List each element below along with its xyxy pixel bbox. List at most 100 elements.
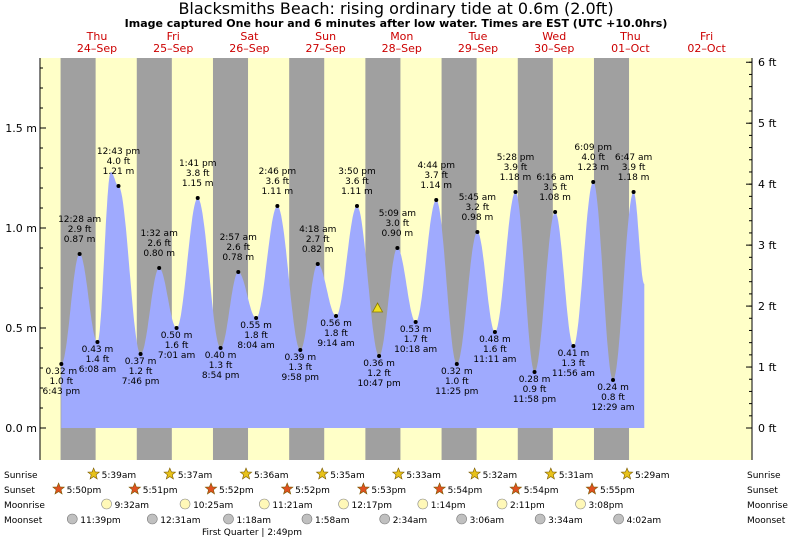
sunset-time: 5:53pm <box>371 486 406 496</box>
tide-label-line: 0.53 m <box>400 325 432 335</box>
tide-label-line: 0.8 ft <box>601 393 625 403</box>
moonset-time: 3:06am <box>470 516 505 526</box>
tide-label-line: 0.24 m <box>597 383 629 393</box>
tide-label-line: 1.23 m <box>577 163 609 173</box>
tide-point <box>254 316 259 320</box>
tide-point <box>532 370 537 374</box>
tide-label-line: 0.87 m <box>64 235 96 245</box>
moonset-circle-icon <box>379 513 391 525</box>
day-date: 29–Sep <box>458 42 498 55</box>
sunrise-time: 5:29am <box>635 471 670 481</box>
left-tick-label: 1.5 m <box>5 122 37 135</box>
tide-label-line: 1:32 am <box>140 229 177 239</box>
tide-label-line: 12:28 am <box>58 215 101 225</box>
moonset-row-label-left: Moonset <box>4 516 43 526</box>
tide-label-line: 1.6 ft <box>483 345 507 355</box>
tide-label-line: 4:44 pm <box>417 161 455 171</box>
moonrise-circle-icon <box>101 498 112 510</box>
tide-point <box>492 330 497 334</box>
tide-point <box>95 340 100 344</box>
moonset-circle-icon <box>534 513 546 525</box>
tide-label-line: 1.8 ft <box>244 331 268 341</box>
day-weekday: Wed <box>542 30 566 43</box>
tide-label-line: 1.2 ft <box>129 367 153 377</box>
high-tide-label: 1:32 am2.6 ft0.80 m <box>140 229 177 259</box>
low-tide-label: 0.50 m1.6 ft7:01 am <box>158 331 195 361</box>
tide-point <box>591 180 596 184</box>
tide-label-line: 11:56 am <box>552 369 595 379</box>
moonset-circle-icon <box>301 513 313 525</box>
tide-label-line: 7:46 pm <box>122 377 160 387</box>
tide-label-line: 1.2 ft <box>367 369 391 379</box>
moonrise-circle-icon <box>179 498 191 510</box>
moonset-time: 1:58am <box>315 516 350 526</box>
tide-label-line: 3:50 pm <box>338 167 376 177</box>
moonset-circle-icon <box>613 513 624 525</box>
right-tick-label: 0 ft <box>758 422 777 435</box>
tide-label-line: 0.48 m <box>479 335 511 345</box>
tide-label-line: 2.9 ft <box>68 225 92 235</box>
moonset-time: 4:02am <box>627 516 662 526</box>
tide-point <box>475 230 480 234</box>
low-tide-label: 0.56 m1.8 ft9:14 am <box>317 319 354 349</box>
axes: 0.0 m 0.5 m 1.0 m 1.5 m 0 ft 1 ft 2 ft 3 ft 4 ft… <box>5 56 777 460</box>
tide-label-line: 9:14 am <box>317 339 354 349</box>
sunrise-time: 5:31am <box>559 471 594 481</box>
tide-label-line: 10:47 pm <box>357 379 400 389</box>
tide-label-line: 0.50 m <box>161 331 193 341</box>
sun-moon-events: 5:39am 5:37am 5:36am 5:35am 5:33am 5:32am 5:31… <box>52 467 670 526</box>
moonrise-time: 12:17pm <box>352 501 392 511</box>
tide-label-line: 5:28 pm <box>497 153 535 163</box>
moonset-circle-icon <box>456 513 467 525</box>
sunrise-row-label-left: Sunrise <box>4 471 38 481</box>
right-tick-label: 5 ft <box>758 117 777 130</box>
tide-label-line: 2.7 ft <box>306 235 330 245</box>
right-tick-label: 6 ft <box>758 56 777 69</box>
tide-label-line: 6:08 am <box>79 365 116 375</box>
day-weekday: Sun <box>315 30 336 43</box>
right-tick-label: 2 ft <box>758 300 777 313</box>
tide-point <box>116 184 121 188</box>
tide-label-line: 5:09 am <box>379 209 416 219</box>
tide-point <box>195 196 200 200</box>
tide-label-line: 0.82 m <box>302 245 334 255</box>
tide-label-line: 1.21 m <box>103 167 135 177</box>
tide-point <box>59 362 64 366</box>
tide-label-line: 1.3 ft <box>209 361 233 371</box>
day-labels: Thu24–SepFri25–SepSat26–SepSun27–SepMon2… <box>77 30 727 55</box>
tide-label-line: 0.37 m <box>125 357 157 367</box>
high-tide-label: 6:47 am3.9 ft1.18 m <box>615 153 652 183</box>
high-tide-label: 12:43 pm4.0 ft1.21 m <box>97 147 140 177</box>
tide-label-line: 0.36 m <box>363 359 395 369</box>
tide-label-line: 1.8 ft <box>324 329 348 339</box>
tide-point <box>174 326 179 330</box>
tide-label-line: 12:29 am <box>591 403 634 413</box>
low-tide-label: 0.32 m1.0 ft6:43 pm <box>43 367 81 397</box>
tide-label-line: 1.0 ft <box>445 377 469 387</box>
high-tide-label: 5:28 pm3.9 ft1.18 m <box>497 153 535 183</box>
tide-label-line: 3.5 ft <box>543 183 567 193</box>
tide-label-line: 6:47 am <box>615 153 652 163</box>
sunset-star-icon <box>128 482 142 495</box>
tide-label-line: 8:54 pm <box>202 371 240 381</box>
tide-label-line: 1.11 m <box>341 187 373 197</box>
high-tide-label: 1:41 pm3.8 ft1.15 m <box>179 159 217 189</box>
high-tide-label: 4:44 pm3.7 ft1.14 m <box>417 161 455 191</box>
low-tide-label: 0.55 m1.8 ft8:04 am <box>237 321 274 351</box>
chart-title: Blacksmiths Beach: rising ordinary tide … <box>178 0 613 18</box>
sunrise-star-icon <box>544 467 558 480</box>
day-date: 24–Sep <box>77 42 117 55</box>
tide-label-line: 2.6 ft <box>226 243 250 253</box>
chart-subtitle: Image captured One hour and 6 minutes af… <box>125 17 668 30</box>
tide-point <box>334 314 339 318</box>
tide-point <box>611 378 616 382</box>
tide-point <box>571 344 576 348</box>
tide-label-line: 4.0 ft <box>107 157 131 167</box>
sunset-time: 5:55pm <box>600 486 635 496</box>
tide-label-line: 9:58 pm <box>282 373 320 383</box>
tide-label-line: 2.6 ft <box>147 239 171 249</box>
tide-label-line: 1.6 ft <box>165 341 189 351</box>
tide-label-line: 1.08 m <box>539 193 571 203</box>
tide-label-line: 11:11 am <box>473 355 516 365</box>
